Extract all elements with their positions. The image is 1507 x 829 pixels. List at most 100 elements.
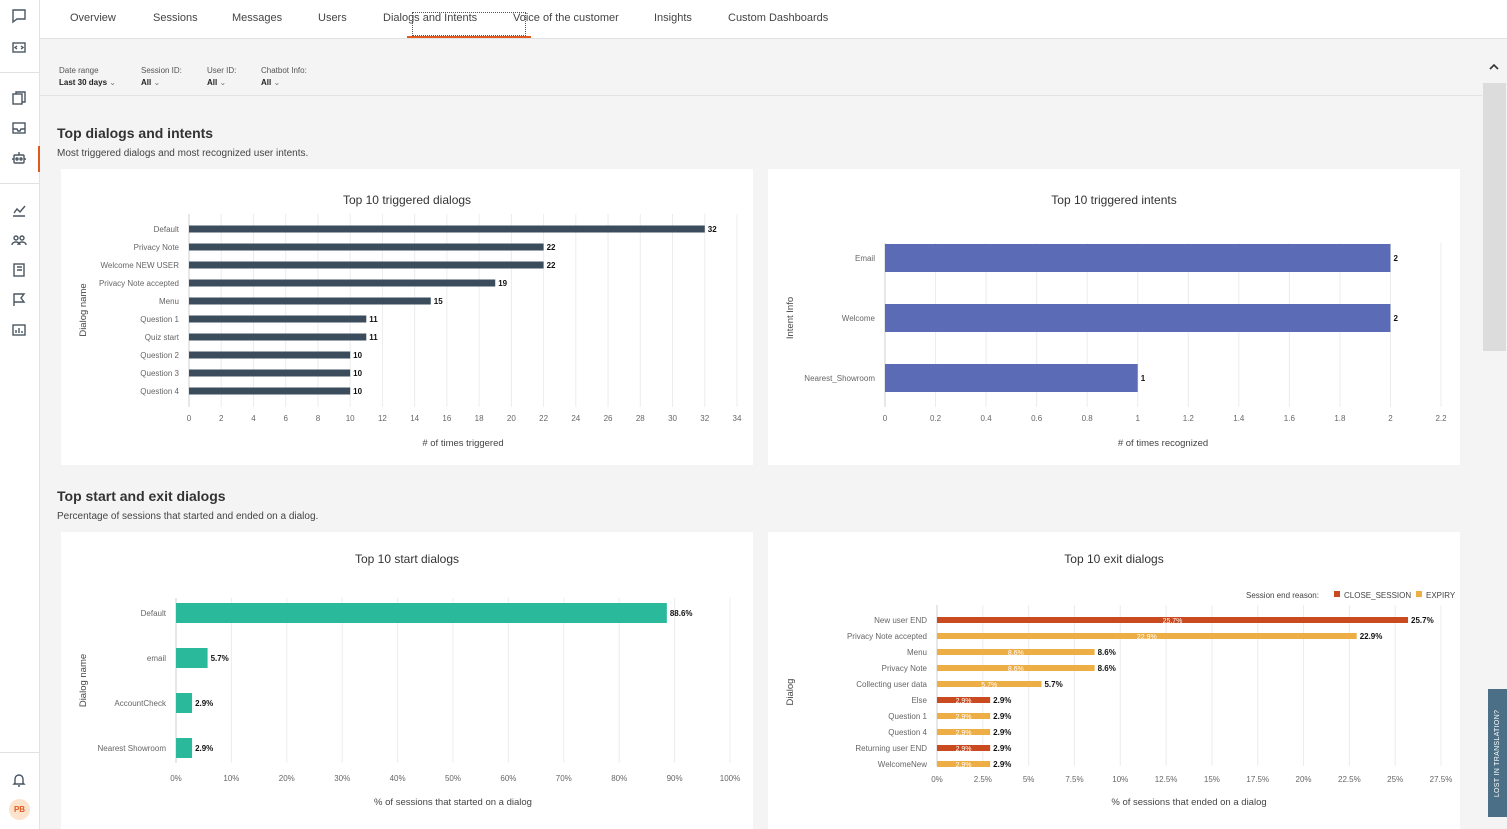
filter-label: Session ID: <box>141 66 182 75</box>
copy-icon[interactable] <box>10 89 28 107</box>
data-label: 88.6% <box>670 609 693 618</box>
x-tick-label: 22.5% <box>1338 775 1361 784</box>
x-tick-label: 80% <box>611 774 627 783</box>
bot-icon[interactable] <box>10 149 28 167</box>
bar <box>937 729 991 735</box>
y-tick-label: Question 4 <box>888 728 927 737</box>
bar <box>937 649 1095 655</box>
scrollbar-thumb[interactable] <box>1483 83 1506 351</box>
x-tick-label: 0.2 <box>930 414 942 423</box>
bar <box>189 243 544 251</box>
bar <box>189 279 496 287</box>
x-tick-label: 22 <box>539 414 548 423</box>
bar <box>937 745 991 751</box>
chart-start-dialogs: Top 10 start dialogs 0% 10% 20% 30% 40% 50% 60%… <box>78 552 740 808</box>
tab-sessions[interactable]: Sessions <box>153 12 198 24</box>
x-tick-label: 17.5% <box>1246 775 1269 784</box>
y-tick-label: Email <box>855 254 875 263</box>
x-tick-label: 30 <box>668 414 677 423</box>
tab-bar: Overview Sessions Messages Users Dialogs… <box>40 0 1507 39</box>
bar <box>937 665 1095 671</box>
x-tick-label: 6 <box>283 414 288 423</box>
data-label: 2.9% <box>993 744 1011 753</box>
tab-overview[interactable]: Overview <box>70 12 116 24</box>
x-tick-label: 2.2 <box>1435 414 1447 423</box>
tab-insights[interactable]: Insights <box>654 12 692 24</box>
dashboard-icon[interactable] <box>10 321 28 339</box>
bar <box>176 603 667 623</box>
inbox-icon[interactable] <box>10 119 28 137</box>
bar <box>189 351 351 359</box>
filter-session-id[interactable]: Session ID: All <box>141 66 182 87</box>
filter-value[interactable]: All <box>141 78 182 87</box>
inner-data-label: 2.9% <box>956 698 972 705</box>
bar <box>937 713 991 719</box>
x-tick-label: 32 <box>700 414 709 423</box>
filter-label: Chatbot Info: <box>261 66 307 75</box>
y-tick-label: Nearest Showroom <box>98 744 167 753</box>
filter-value[interactable]: Last 30 days <box>59 78 116 87</box>
book-icon[interactable] <box>10 261 28 279</box>
tab-users[interactable]: Users <box>318 12 347 24</box>
analytics-icon[interactable] <box>10 201 28 219</box>
y-tick-label: Privacy Note accepted <box>99 279 179 288</box>
x-axis-label: % of sessions that started on a dialog <box>374 797 532 808</box>
chart-card-start-dialogs: Top 10 start dialogs 0% 10% 20% 30% 40% 50% 60%… <box>61 532 753 829</box>
x-tick-label: 20% <box>279 774 295 783</box>
y-tick-label: Question 4 <box>140 387 179 396</box>
bell-icon[interactable] <box>10 771 28 789</box>
filter-chatbot-info[interactable]: Chatbot Info: All <box>261 66 307 87</box>
y-tick-label: Quiz start <box>145 333 180 342</box>
y-tick-label: Menu <box>159 297 179 306</box>
x-tick-label: 30% <box>334 774 350 783</box>
tab-voice-of-the-customer[interactable]: Voice of the customer <box>513 12 619 24</box>
tab-custom-dashboards[interactable]: Custom Dashboards <box>728 12 829 24</box>
data-label: 5.7% <box>1044 680 1062 689</box>
chat-icon[interactable] <box>10 7 28 25</box>
feedback-tab[interactable]: LOST IN TRANSLATION? <box>1488 689 1507 817</box>
inner-data-label: 5.7% <box>981 682 997 689</box>
flag-icon[interactable] <box>10 291 28 309</box>
x-tick-label: 0 <box>187 414 192 423</box>
data-label: 8.6% <box>1098 648 1116 657</box>
bar <box>189 387 351 395</box>
x-tick-label: 0.8 <box>1082 414 1094 423</box>
inner-data-label: 2.9% <box>956 714 972 721</box>
x-axis-label: # of times triggered <box>422 438 503 449</box>
x-tick-label: 14 <box>410 414 419 423</box>
filter-value[interactable]: All <box>207 78 236 87</box>
y-tick-label: Question 2 <box>140 351 179 360</box>
data-label: 2.9% <box>993 696 1011 705</box>
tab-dialogs-and-intents[interactable]: Dialogs and Intents <box>383 12 478 24</box>
filter-date-range[interactable]: Date range Last 30 days <box>59 66 116 87</box>
data-label: 2.9% <box>993 760 1011 769</box>
data-label: 22 <box>547 243 556 252</box>
bar <box>937 681 1042 687</box>
chart-card-top-intents: Top 10 triggered intents 0 0.2 0.4 0.6 0.8 1 1.… <box>768 169 1460 465</box>
filter-user-id[interactable]: User ID: All <box>207 66 236 87</box>
inner-data-label: 2.9% <box>956 762 972 769</box>
x-tick-label: 0% <box>170 774 182 783</box>
data-label: 10 <box>353 369 362 378</box>
y-tick-label: Else <box>911 696 927 705</box>
scroll-up-icon[interactable] <box>1488 61 1500 73</box>
filter-value[interactable]: All <box>261 78 307 87</box>
y-tick-label: Menu <box>907 648 927 657</box>
y-tick-label: Question 1 <box>140 315 179 324</box>
bar <box>937 697 991 703</box>
y-axis-label: Intent Info <box>785 297 796 339</box>
users-icon[interactable] <box>10 231 28 249</box>
chart-title: Top 10 exit dialogs <box>1064 552 1163 566</box>
y-tick-label: AccountCheck <box>114 699 167 708</box>
code-icon[interactable] <box>10 38 28 56</box>
bar <box>189 225 705 233</box>
x-tick-label: 1.6 <box>1284 414 1296 423</box>
x-axis-label: # of times recognized <box>1118 438 1208 449</box>
avatar[interactable]: PB <box>9 799 30 820</box>
inner-data-label: 8.6% <box>1008 666 1024 673</box>
x-tick-label: 90% <box>667 774 683 783</box>
data-label: 2 <box>1393 254 1398 263</box>
chart-card-top-dialogs: Top 10 triggered dialogs 0 2 4 6 8 10 12 14 16 18 2… <box>61 169 753 465</box>
data-label: 32 <box>708 225 717 234</box>
tab-messages[interactable]: Messages <box>232 12 283 24</box>
